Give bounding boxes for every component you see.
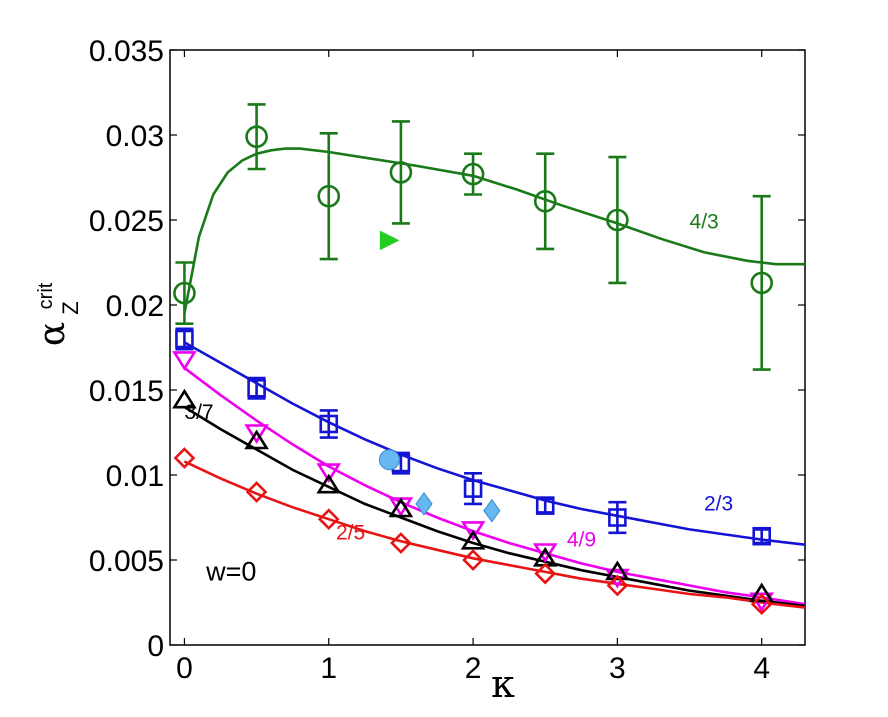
tick-labels: 0 1 2 3 4 0 0.005 0.01 0.015 0.02 0.025 0.03 0.035 <box>89 35 770 685</box>
y-tick-label: 0.025 <box>89 205 164 238</box>
series-label: 3/7 <box>184 401 213 424</box>
data-point-4/9 <box>244 424 269 444</box>
data-point-3/7 <box>172 388 197 409</box>
data-point-3/7 <box>316 473 342 494</box>
data-point-2/5 <box>317 508 340 531</box>
y-tick-label: 0.03 <box>106 120 164 153</box>
data-point-3/7 <box>749 582 775 603</box>
data-point-2/3 <box>175 329 194 349</box>
data-point-4/9 <box>460 521 486 541</box>
series-label: 2/3 <box>704 493 733 516</box>
data-point-2/3 <box>608 508 627 527</box>
green-filled-triangle <box>379 230 400 251</box>
y-tick-label: 0.015 <box>89 375 164 408</box>
series-label: 4/9 <box>567 528 596 551</box>
data-point-4/3 <box>317 184 341 208</box>
fit-curve-2/5 <box>183 460 806 609</box>
fit-curve-4/3 <box>183 147 805 314</box>
data-point-2/3 <box>247 378 266 398</box>
y-tick-label: 0.01 <box>106 460 164 493</box>
fit-curve-4/9 <box>183 366 806 606</box>
fit-curves <box>183 147 806 609</box>
data-point-4/3 <box>389 161 413 184</box>
data-point-4/3 <box>750 271 774 295</box>
light-blue-diamond-2 <box>483 498 501 523</box>
data-point-2/5 <box>390 532 412 554</box>
data-point-4/3 <box>461 162 485 186</box>
y-axis-title: α crit Z <box>32 282 83 346</box>
data-point-2/3 <box>752 526 772 546</box>
data-point-2/5 <box>606 574 629 597</box>
data-point-3/7 <box>605 560 630 581</box>
data-point-4/9 <box>316 463 342 484</box>
fit-curve-2/3 <box>183 341 806 546</box>
data-point-2/3 <box>319 414 339 434</box>
annotation-text: w=0 <box>205 556 256 586</box>
data-point-4/3 <box>606 208 629 232</box>
y-axis-title-superscript: crit <box>35 282 57 309</box>
y-tick-label: 0 <box>147 630 164 663</box>
data-markers <box>172 125 775 616</box>
error-bars <box>175 103 771 545</box>
y-tick-label: 0.035 <box>89 35 164 68</box>
data-point-2/5 <box>534 562 557 585</box>
data-point-2/5 <box>245 481 268 503</box>
data-point-2/5 <box>750 593 773 616</box>
y-axis-title-subscript: Z <box>58 301 83 314</box>
data-point-2/5 <box>462 549 484 571</box>
light-blue-circle <box>378 449 400 471</box>
data-point-3/7 <box>388 497 414 518</box>
data-point-2/5 <box>173 447 196 469</box>
series-labels: 4/3 2/3 4/9 3/7 2/5 <box>184 211 733 552</box>
data-point-3/7 <box>244 429 269 450</box>
data-point-4/3 <box>533 190 557 213</box>
axis-ticks <box>170 49 805 646</box>
extra-markers <box>378 230 501 523</box>
y-tick-label: 0.02 <box>106 290 164 323</box>
y-axis-title-alpha: α <box>32 322 73 346</box>
data-point-4/9 <box>172 351 197 371</box>
data-point-4/3 <box>173 281 196 305</box>
series-label: 2/5 <box>336 522 365 545</box>
data-point-2/3 <box>535 496 555 515</box>
x-tick-label: 2 <box>465 652 482 685</box>
fit-curve-3/7 <box>183 405 806 608</box>
data-point-3/7 <box>460 529 486 550</box>
x-tick-label: 4 <box>753 652 770 685</box>
plot-area: 4/3 2/3 4/9 3/7 2/5 <box>169 49 806 646</box>
x-tick-label: 0 <box>176 652 193 685</box>
x-tick-label: 1 <box>320 652 337 685</box>
series-label: 4/3 <box>690 211 719 234</box>
data-point-4/9 <box>532 543 558 563</box>
y-tick-label: 0.005 <box>89 545 164 578</box>
data-point-4/3 <box>245 125 268 148</box>
light-blue-diamond-1 <box>415 492 433 516</box>
plot-frame <box>169 49 806 646</box>
x-axis-title: κ <box>491 662 515 706</box>
x-tick-label: 3 <box>609 652 626 685</box>
data-point-2/3 <box>463 479 483 498</box>
